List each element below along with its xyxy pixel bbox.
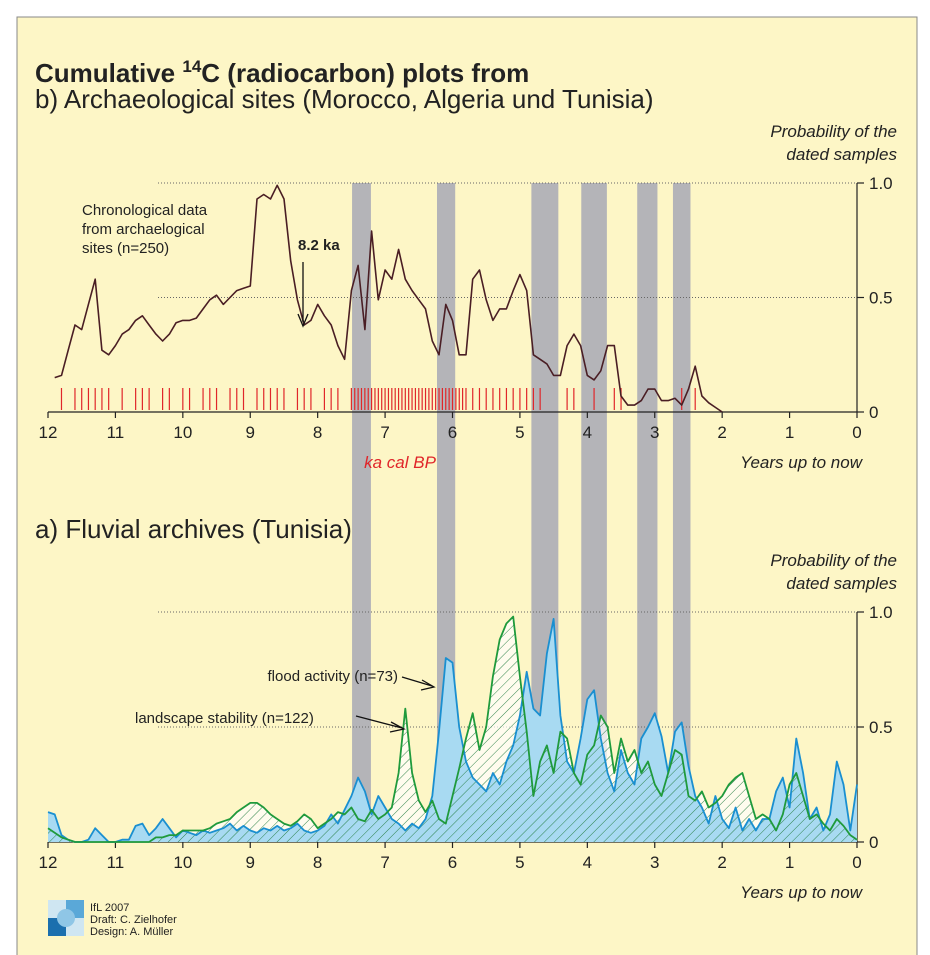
x-tick-label: 3: [650, 853, 659, 872]
series-label: flood activity (n=73): [268, 668, 398, 685]
annotation-bold: 8.2 ka: [298, 237, 340, 254]
x-tick-label: 3: [650, 423, 659, 442]
x-tick-label: 5: [515, 853, 524, 872]
stability-line: [47, 615, 858, 843]
arrow: [401, 676, 436, 691]
x-tick-label: 4: [583, 423, 592, 442]
panel-title: a) Fluvial archives (Tunisia): [35, 514, 352, 544]
y-tick-label: 0: [869, 833, 878, 852]
annotation: from archaelogical: [82, 221, 205, 238]
x-tick-label: 6: [448, 423, 457, 442]
y-axis-label: dated samples: [786, 145, 897, 164]
x-tick-label: 1: [785, 423, 794, 442]
arrow: [355, 715, 406, 733]
y-tick-label: 0.5: [869, 718, 893, 737]
x-tick-label: 12: [39, 423, 58, 442]
y-tick-label: 0.5: [869, 289, 893, 308]
x-axis-label: Years up to now: [740, 883, 864, 902]
title-end: C (radiocarbon) plots from: [201, 58, 529, 88]
x-tick-label: 2: [717, 853, 726, 872]
highlight-band: [637, 183, 658, 842]
logo: [48, 900, 84, 936]
plots: b) Archaeological sites (Morocco, Algeri…: [35, 84, 897, 902]
credit: IfL 2007: [90, 902, 129, 914]
x-tick-label: 12: [39, 853, 58, 872]
y-tick-label: 1.0: [869, 174, 893, 193]
x-tick-label: 11: [107, 853, 125, 872]
x-tick-label: 2: [717, 423, 726, 442]
x-tick-label: 1: [785, 853, 794, 872]
x-tick-label: 8: [313, 853, 322, 872]
highlight-band: [672, 183, 691, 842]
unit-label: ka cal BP: [364, 453, 436, 472]
credit: Draft: C. Zielhofer: [90, 914, 177, 926]
probability-line: [54, 184, 723, 413]
x-tick-label: 5: [515, 423, 524, 442]
x-tick-label: 10: [173, 853, 192, 872]
x-tick-label: 0: [852, 423, 861, 442]
credit: Design: A. Müller: [90, 926, 173, 938]
x-tick-label: 11: [107, 423, 125, 442]
title-sup: 14: [182, 57, 201, 76]
arrow: [297, 262, 309, 328]
series-label: landscape stability (n=122): [135, 710, 314, 727]
x-tick-label: 7: [380, 853, 389, 872]
x-tick-label: 0: [852, 853, 861, 872]
title: Cumulative 14C (radiocarbon) plots from: [35, 57, 529, 88]
y-axis-label: Probability of the: [770, 122, 897, 141]
highlight-band: [352, 183, 371, 842]
x-axis-label: Years up to now: [740, 453, 864, 472]
title-start: Cumulative: [35, 58, 182, 88]
y-tick-label: 0: [869, 403, 878, 422]
x-tick-label: 9: [246, 423, 255, 442]
y-axis-label: Probability of the: [770, 551, 897, 570]
x-tick-label: 4: [583, 853, 592, 872]
x-tick-label: 8: [313, 423, 322, 442]
annotation: sites (n=250): [82, 240, 169, 257]
panel-title: b) Archaeological sites (Morocco, Algeri…: [35, 84, 654, 114]
x-tick-label: 10: [173, 423, 192, 442]
y-axis-label: dated samples: [786, 574, 897, 593]
x-tick-label: 9: [246, 853, 255, 872]
x-tick-label: 6: [448, 853, 457, 872]
y-tick-label: 1.0: [869, 603, 893, 622]
x-tick-label: 7: [380, 423, 389, 442]
annotation: Chronological data: [82, 202, 208, 219]
